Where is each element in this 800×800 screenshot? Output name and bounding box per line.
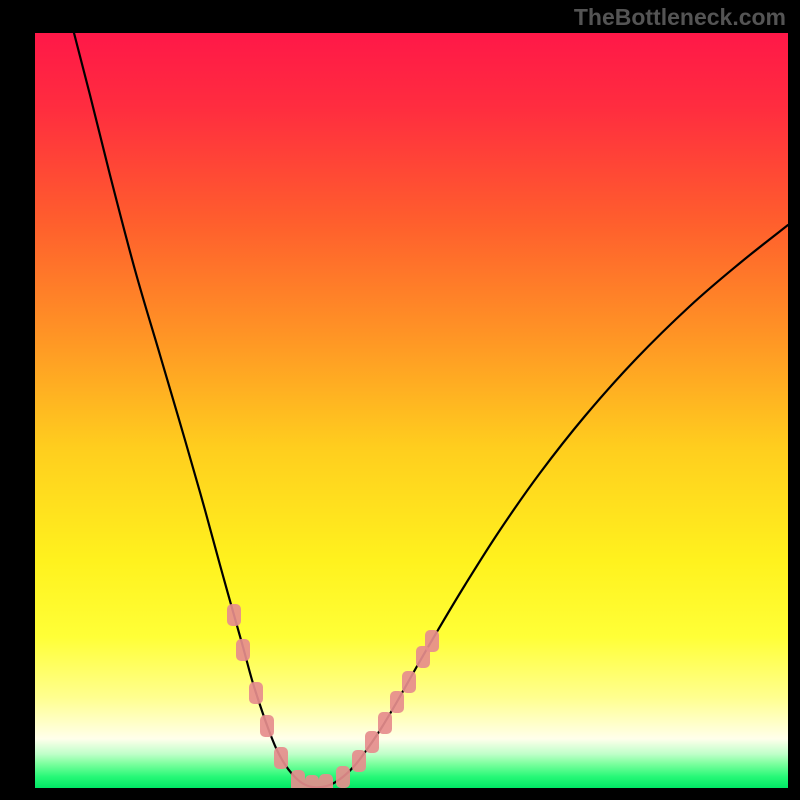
marker-group [227,604,439,788]
data-marker [402,671,416,693]
data-marker [365,731,379,753]
data-marker [291,770,305,788]
data-marker [227,604,241,626]
data-marker [236,639,250,661]
data-marker [319,774,333,788]
data-marker [260,715,274,737]
data-marker [425,630,439,652]
chart-overlay [35,33,788,788]
outer-frame: TheBottleneck.com [0,0,800,800]
data-marker [352,750,366,772]
watermark-text: TheBottleneck.com [574,4,786,31]
data-marker [274,747,288,769]
plot-area [35,33,788,788]
data-marker [305,775,319,788]
data-marker [336,766,350,788]
data-marker [378,712,392,734]
data-marker [249,682,263,704]
bottleneck-curve [74,33,788,787]
data-marker [390,691,404,713]
